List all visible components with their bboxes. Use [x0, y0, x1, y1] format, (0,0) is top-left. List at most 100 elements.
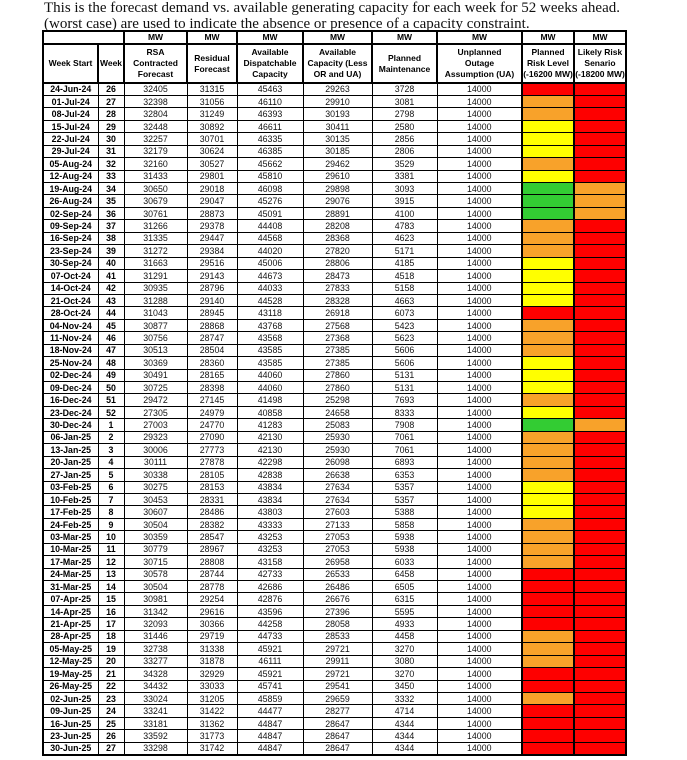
capacity-less-or-ua-cell: 28647	[302, 716, 373, 731]
table-row: 20-Jan-25 4 30111 27878 42298 26098 6893 14000	[42, 455, 627, 470]
capacity-less-or-ua-cell: 28328	[302, 293, 373, 308]
capacity-less-or-ua-cell: 27860	[302, 380, 373, 395]
week-number-cell: 13	[97, 567, 125, 582]
week-number-cell: 29	[97, 119, 125, 134]
capacity-less-or-ua-cell: 27368	[302, 331, 373, 345]
planned-risk-cell	[521, 430, 575, 445]
rsa-forecast-cell: 30761	[123, 206, 188, 221]
week-number-cell: 33	[97, 169, 125, 184]
unplanned-outage-cell: 14000	[436, 194, 523, 208]
planned-risk-cell	[521, 306, 575, 320]
unplanned-outage-cell: 14000	[436, 82, 523, 96]
table-row: 07-Apr-25 15 30981 29254 42876 26676 6315 14000	[42, 592, 627, 606]
table-row: 05-May-25 19 32738 31338 45921 29721 3270 14000	[42, 642, 627, 656]
unplanned-outage-cell: 14000	[436, 219, 523, 233]
dispatchable-capacity-cell: 46335	[236, 132, 304, 146]
unit-label-planned_risk: MW	[521, 30, 575, 45]
week-start-cell: 19-May-25	[42, 667, 99, 681]
week-start-cell: 01-Jul-24	[42, 94, 99, 109]
likely-risk-cell	[573, 393, 627, 407]
table-row: 08-Jul-24 28 32804 31249 46393 30193 2798 14000	[42, 107, 627, 121]
unplanned-outage-cell: 14000	[436, 579, 523, 594]
table-row: 12-May-25 20 33277 31878 46111 29911 3080 14000	[42, 654, 627, 669]
table-row: 23-Sep-24 39 31272 29384 44020 27820 5171 14000	[42, 244, 627, 258]
dispatchable-capacity-cell: 43118	[236, 306, 304, 320]
rsa-forecast-cell: 33277	[123, 654, 188, 669]
rsa-forecast-cell: 31266	[123, 219, 188, 233]
planned-maintenance-cell: 5388	[371, 505, 438, 519]
dispatchable-capacity-cell: 45463	[236, 82, 304, 96]
dispatchable-capacity-cell: 45276	[236, 194, 304, 208]
rsa-forecast-cell: 30275	[123, 480, 188, 494]
planned-risk-cell	[521, 517, 575, 532]
week-start-cell: 02-Jun-25	[42, 691, 99, 706]
table-row: 24-Feb-25 9 30504 28382 43333 27133 5858 14000	[42, 517, 627, 532]
dispatchable-capacity-cell: 40858	[236, 405, 304, 420]
week-number-cell: 38	[97, 231, 125, 246]
rsa-forecast-cell: 29472	[123, 393, 188, 407]
planned-maintenance-cell: 5357	[371, 492, 438, 507]
unplanned-outage-cell: 14000	[436, 480, 523, 494]
table-row: 21-Apr-25 17 32093 30366 44258 28058 4933 14000	[42, 617, 627, 631]
planned-maintenance-cell: 4458	[371, 629, 438, 644]
week-number-cell: 51	[97, 393, 125, 407]
rsa-forecast-cell: 30111	[123, 455, 188, 470]
week-start-cell: 16-Sep-24	[42, 231, 99, 246]
week-start-cell: 04-Nov-24	[42, 318, 99, 333]
capacity-less-or-ua-cell: 27833	[302, 281, 373, 295]
planned-risk-cell	[521, 293, 575, 308]
unplanned-outage-cell: 14000	[436, 741, 523, 756]
week-start-cell: 11-Nov-24	[42, 331, 99, 345]
table-row: 14-Apr-25 16 31342 29616 43596 27396 5595 14000	[42, 604, 627, 619]
planned-maintenance-cell: 5595	[371, 604, 438, 619]
unplanned-outage-cell: 14000	[436, 443, 523, 457]
week-number-cell: 41	[97, 269, 125, 283]
capacity-less-or-ua-cell: 26533	[302, 567, 373, 582]
unplanned-outage-cell: 14000	[436, 368, 523, 383]
planned-risk-cell	[521, 418, 575, 432]
week-start-cell: 26-May-25	[42, 679, 99, 693]
column-header-week: Week	[97, 43, 125, 84]
residual-forecast-cell: 29516	[186, 256, 238, 271]
capacity-less-or-ua-cell: 29721	[302, 642, 373, 656]
likely-risk-cell	[573, 691, 627, 706]
week-number-cell: 19	[97, 642, 125, 656]
week-start-cell: 15-Jul-24	[42, 119, 99, 134]
planned-maintenance-cell: 4344	[371, 716, 438, 731]
week-start-cell: 30-Sep-24	[42, 256, 99, 271]
table-row: 01-Jul-24 27 32398 31056 46110 29910 3081 14000	[42, 94, 627, 109]
week-start-cell: 05-May-25	[42, 642, 99, 656]
rsa-forecast-cell: 30725	[123, 380, 188, 395]
likely-risk-cell	[573, 480, 627, 494]
capacity-less-or-ua-cell: 28647	[302, 729, 373, 743]
unplanned-outage-cell: 14000	[436, 206, 523, 221]
residual-forecast-cell: 29384	[186, 244, 238, 258]
rsa-forecast-cell: 32448	[123, 119, 188, 134]
rsa-forecast-cell: 32738	[123, 642, 188, 656]
table-row: 04-Nov-24 45 30877 28868 43768 27568 5423 14000	[42, 318, 627, 333]
planned-maintenance-cell: 5623	[371, 331, 438, 345]
dispatchable-capacity-cell: 46111	[236, 654, 304, 669]
residual-forecast-cell: 31362	[186, 716, 238, 731]
table-row: 30-Dec-24 1 27003 24770 41283 25083 7908 14000	[42, 418, 627, 432]
week-number-cell: 27	[97, 741, 125, 756]
capacity-less-or-ua-cell: 29263	[302, 82, 373, 96]
likely-risk-cell	[573, 604, 627, 619]
planned-risk-cell	[521, 107, 575, 121]
residual-forecast-cell: 28868	[186, 318, 238, 333]
unplanned-outage-cell: 14000	[436, 331, 523, 345]
planned-risk-cell	[521, 380, 575, 395]
rsa-forecast-cell: 30578	[123, 567, 188, 582]
planned-risk-cell	[521, 741, 575, 756]
capacity-less-or-ua-cell: 27603	[302, 505, 373, 519]
residual-forecast-cell: 28165	[186, 368, 238, 383]
week-number-cell: 20	[97, 654, 125, 669]
planned-risk-cell	[521, 82, 575, 96]
unplanned-outage-cell: 14000	[436, 555, 523, 569]
rsa-forecast-cell: 34328	[123, 667, 188, 681]
unplanned-outage-cell: 14000	[436, 729, 523, 743]
planned-maintenance-cell: 3332	[371, 691, 438, 706]
planned-risk-cell	[521, 94, 575, 109]
column-header-ua: Unplanned Outage Assumption (UA)	[436, 43, 523, 84]
unplanned-outage-cell: 14000	[436, 94, 523, 109]
